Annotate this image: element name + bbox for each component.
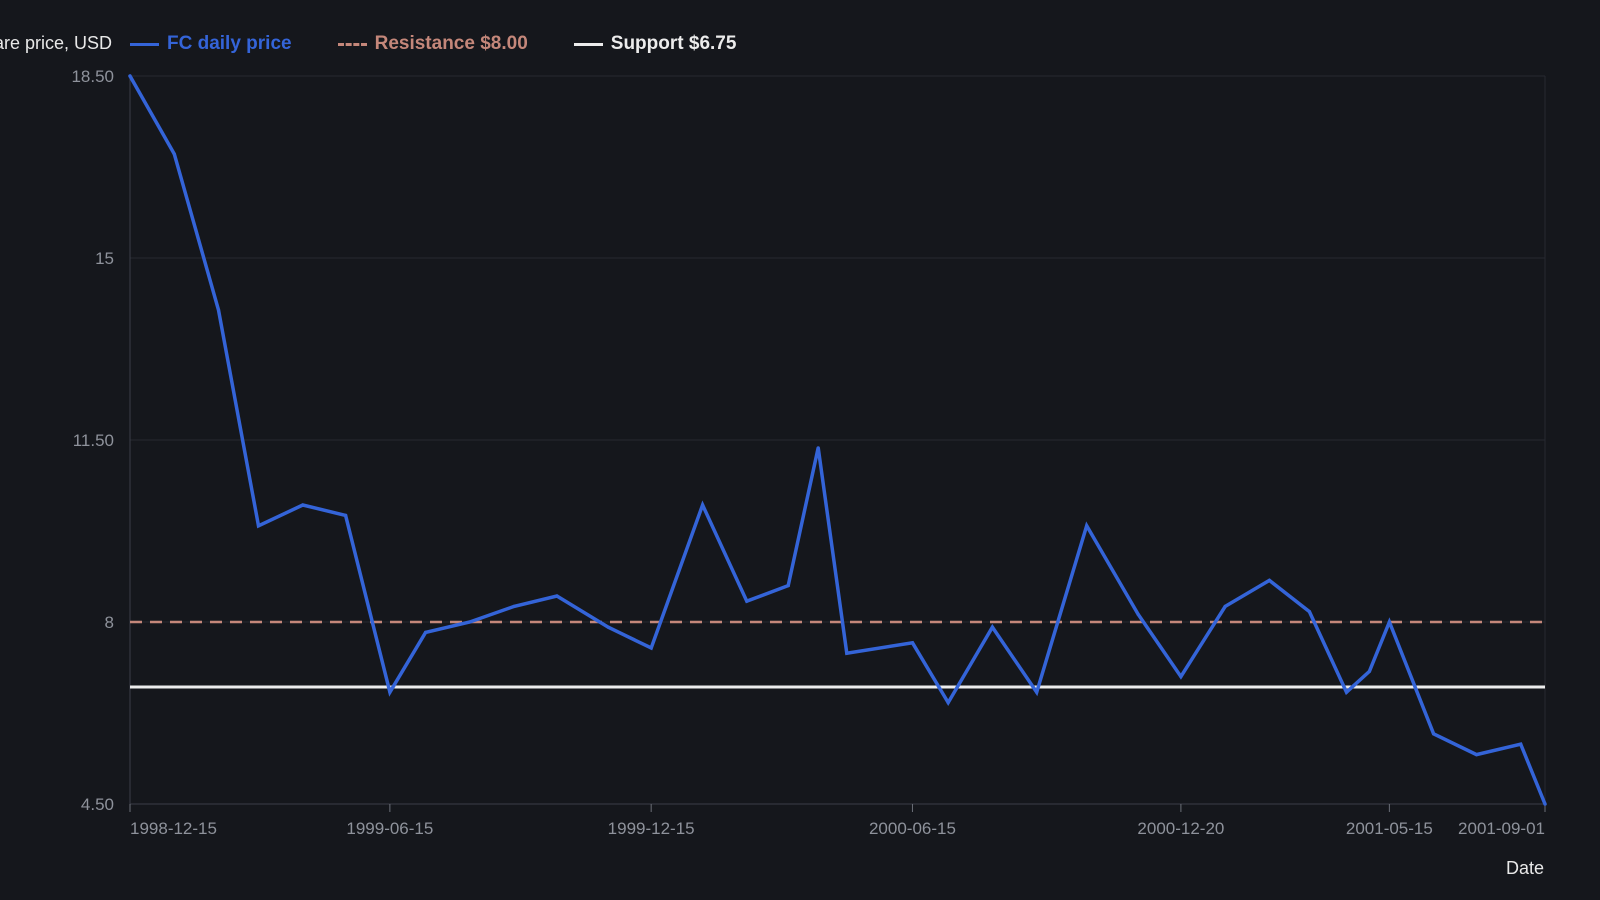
x-tick-label: 1998-12-15 [130,819,217,838]
price-data-point [910,641,915,645]
x-tick-label: 2001-05-15 [1346,819,1433,838]
price-data-point [1035,690,1039,694]
x-tick-label: 1999-12-15 [608,819,695,838]
price-data-point [1387,620,1391,624]
legend-label-support: Support $6.75 [610,33,737,54]
price-data-point [172,152,176,156]
axis-layer: 18.50 15 11.50 8 4.50 1998-12-15 1999-06-15 199… [71,67,1546,838]
x-tick-label: 2000-12-20 [1137,819,1224,838]
price-data-point [128,74,132,78]
price-data-point [1519,742,1523,746]
y-axis-label: Share price, USD [0,33,112,53]
price-data-point [1543,802,1547,806]
legend: FC daily price Resistance $8.00 Support … [130,33,782,55]
price-data-point [344,513,348,518]
legend-label-resistance: Resistance $8.00 [374,33,528,54]
legend-swatch-price [130,42,159,46]
price-data-point [423,630,428,635]
y-tick-label: 11.50 [73,431,114,450]
price-data-point [512,604,516,609]
price-data-point [216,308,221,312]
legend-item-resistance[interactable]: Resistance $8.00 [337,33,528,55]
y-tick-label: 8 [105,613,114,632]
x-axis-label: Date [1505,858,1544,878]
price-data-point [468,620,472,624]
price-data-point [990,625,995,629]
legend-item-price[interactable]: FC daily price [130,33,292,55]
reference-lines [130,620,1545,689]
price-data-point [1085,524,1089,528]
price-data-point [606,625,610,629]
price-data-point [1223,604,1227,609]
series-layer [128,74,1547,806]
price-data-point [1179,675,1183,679]
legend-label-price: FC daily price [167,33,292,54]
legend-item-support[interactable]: Support $6.75 [573,33,737,55]
y-tick-label: 18.50 [71,67,114,86]
price-data-point [256,524,261,528]
price-data-point [816,446,820,450]
price-data-point [786,584,790,588]
price-data-point [1267,578,1272,583]
price-data-point [1367,669,1371,674]
price-data-point [388,690,392,694]
x-tick-label: 2001-09-01 [1458,819,1545,838]
legend-swatch-support [573,42,603,46]
price-data-point [1344,690,1349,694]
grid-layer [130,75,1546,805]
price-data-point [649,646,653,650]
y-tick-label: 4.50 [81,795,114,814]
x-tick-label: 1999-06-15 [346,819,433,838]
price-data-point [1136,612,1140,616]
price-data-point [1474,753,1479,757]
price-data-point [700,503,705,507]
price-data-point [1432,732,1436,736]
price-data-point [946,701,950,705]
price-data-point [301,503,305,507]
price-data-point [845,651,849,655]
price-data-point [1307,610,1312,614]
x-tick-label: 2000-06-15 [869,819,956,838]
legend-swatch-resistance [337,42,367,46]
price-data-point [745,599,749,603]
price-data-point [555,594,559,598]
y-tick-label: 15 [95,249,114,268]
